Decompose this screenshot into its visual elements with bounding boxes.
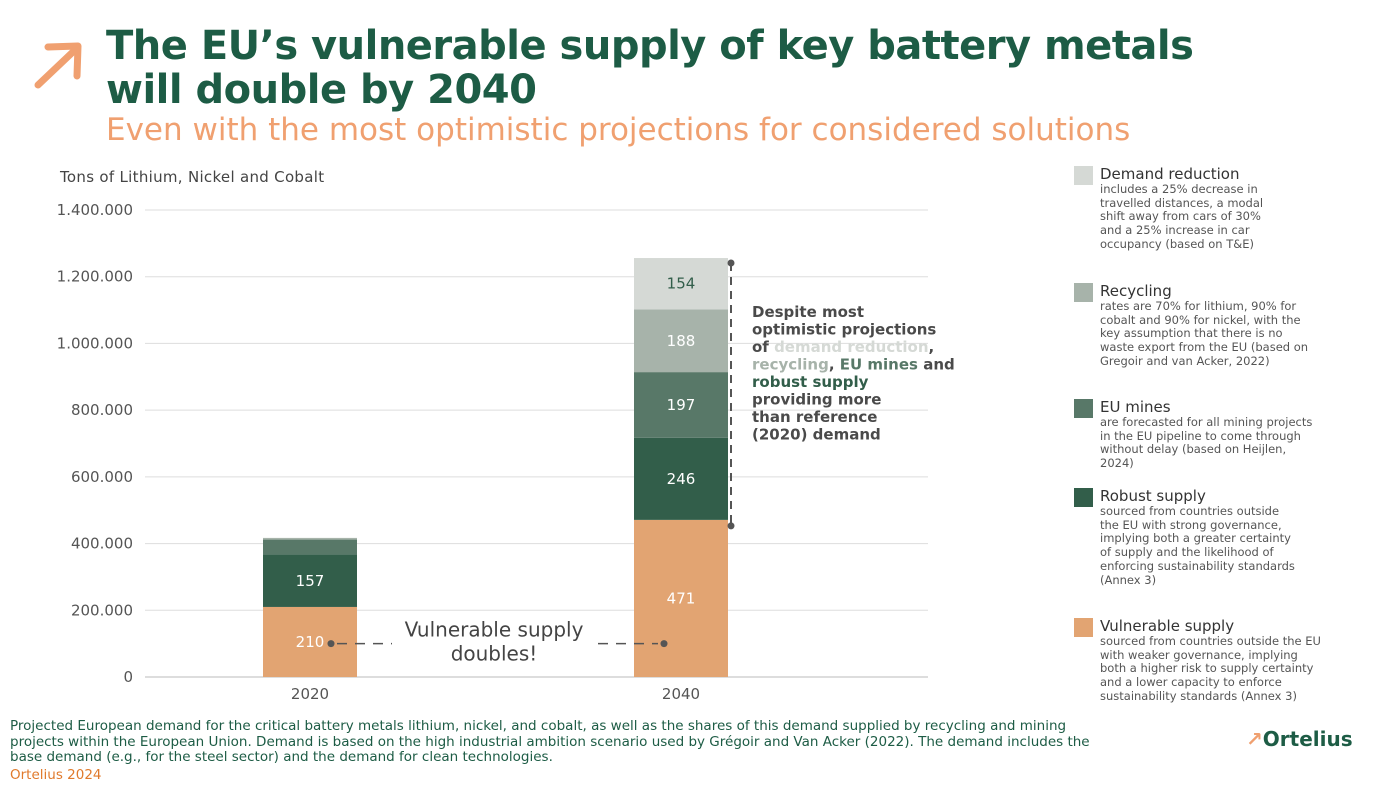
annotation-segment: demand reduction [774, 338, 928, 356]
source-note: Ortelius 2024 [10, 767, 102, 783]
annotation-segment: robust supply [752, 373, 869, 391]
annotation-line: recycling, EU mines and [752, 356, 955, 374]
annotation-line: providing more [752, 391, 881, 409]
legend-description: sourced from countries outside the EU wi… [1100, 504, 1295, 587]
bar-data-label: 157 [296, 572, 325, 590]
bracket-end-dot [727, 259, 735, 267]
y-tick-label: 800.000 [71, 401, 133, 419]
annotation-segment: (2020) demand [752, 426, 881, 444]
legend-title: Demand reduction [1100, 165, 1240, 183]
legend-swatch [1074, 488, 1093, 507]
legend-swatch [1074, 283, 1093, 302]
bar-segment [634, 258, 728, 310]
annotation-segment: than reference [752, 408, 877, 426]
legend-description: includes a 25% decrease in travelled dis… [1100, 182, 1264, 251]
annotation-segment: , [829, 356, 840, 374]
vulnerable-annotation-line: Vulnerable supply [405, 618, 584, 642]
y-tick-label: 600.000 [71, 468, 133, 486]
bar-segment [634, 437, 728, 520]
brand-arrow-icon: ↗ [1246, 727, 1263, 751]
legend-title: Robust supply [1100, 487, 1206, 505]
annotation-segment: , [929, 338, 935, 356]
legend-swatch [1074, 618, 1093, 637]
annotation-line: Despite most [752, 303, 864, 321]
bar-segment [634, 309, 728, 373]
page-title: The EU’s vulnerable supply of key batter… [106, 23, 1194, 113]
annotation-line: than reference [752, 408, 877, 426]
bar-data-label: 210 [296, 633, 325, 651]
legend-title: Vulnerable supply [1100, 617, 1235, 635]
vulnerable-dot-2040 [660, 640, 668, 648]
vulnerable-dot-2020 [327, 640, 335, 648]
annotation-segment: and [918, 356, 955, 374]
annotation-segment: of [752, 338, 774, 356]
y-tick-label: 200.000 [71, 601, 133, 619]
bar-data-label: 188 [667, 332, 696, 350]
legend-swatch [1074, 166, 1093, 185]
annotation-segment: optimistic projections [752, 321, 936, 339]
legend-description: rates are 70% for lithium, 90% for cobal… [1100, 299, 1309, 368]
y-tick-label: 0 [123, 668, 133, 686]
x-tick-label: 2020 [291, 685, 329, 703]
legend-description: sourced from countries outside the EU wi… [1100, 634, 1321, 703]
annotation-segment: Despite most [752, 303, 864, 321]
brand-logo: ↗Ortelius [1246, 727, 1353, 751]
y-tick-label: 1.000.000 [57, 334, 133, 352]
annotation-segment: providing more [752, 391, 881, 409]
vulnerable-annotation-line: doubles! [451, 642, 538, 666]
legend-swatch [1074, 399, 1093, 418]
bar-segment [263, 554, 357, 607]
annotation-line: of demand reduction, [752, 338, 934, 356]
page-subtitle: Even with the most optimistic projection… [106, 112, 1131, 148]
y-tick-label: 1.400.000 [57, 201, 133, 219]
bar-data-label: 471 [667, 589, 696, 607]
ortelius-arrow-icon [34, 42, 82, 89]
figure-caption: Projected European demand for the critic… [10, 718, 1090, 765]
y-tick-label: 1.200.000 [57, 268, 133, 286]
annotation-line: (2020) demand [752, 426, 881, 444]
bar-segment [634, 372, 728, 438]
bar-data-label: 246 [667, 470, 696, 488]
bar-segment [634, 519, 728, 677]
legend-title: EU mines [1100, 398, 1171, 416]
bar-segment [263, 606, 357, 677]
y-tick-label: 400.000 [71, 535, 133, 553]
x-tick-label: 2040 [662, 685, 700, 703]
legend-description: are forecasted for all mining projects i… [1100, 415, 1313, 471]
stacked-bar-chart: 0 200.000 400.000 600.000 800.000 1.000.000 1.… [57, 201, 955, 703]
brand-name: Ortelius [1262, 727, 1353, 751]
annotation-segment: EU mines [840, 356, 918, 374]
annotation-segment: recycling [752, 356, 829, 374]
annotation-line: optimistic projections [752, 321, 936, 339]
legend-title: Recycling [1100, 282, 1172, 300]
annotation-line: robust supply [752, 373, 869, 391]
bar-data-label: 154 [667, 275, 696, 293]
bar-segment [263, 539, 357, 555]
bar-segment [263, 537, 357, 540]
bracket-end-dot [727, 522, 735, 530]
y-axis-title: Tons of Lithium, Nickel and Cobalt [60, 168, 325, 186]
bar-data-label: 197 [667, 396, 696, 414]
